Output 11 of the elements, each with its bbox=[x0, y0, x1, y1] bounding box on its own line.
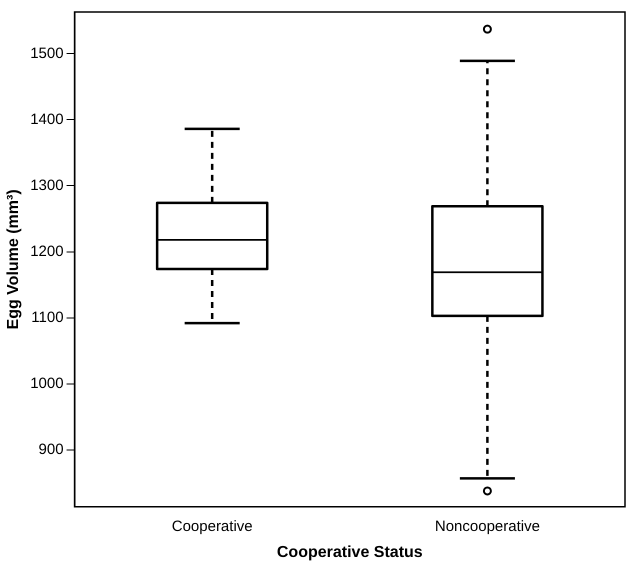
y-tick-label: 900 bbox=[38, 441, 64, 458]
y-tick-label: 1500 bbox=[30, 44, 64, 62]
y-tick-label: 1400 bbox=[30, 110, 64, 128]
x-tick-label: Cooperative bbox=[172, 518, 253, 535]
y-tick-label: 1200 bbox=[30, 242, 64, 260]
x-axis-title: Cooperative Status bbox=[276, 544, 423, 561]
x-tick-label: Noncooperative bbox=[434, 518, 540, 535]
y-tick-label: 1100 bbox=[31, 309, 64, 326]
y-axis-title: Egg Volume (mm³) bbox=[5, 189, 22, 330]
y-tick-label: 1000 bbox=[30, 375, 64, 392]
y-tick-label: 1300 bbox=[30, 176, 64, 194]
